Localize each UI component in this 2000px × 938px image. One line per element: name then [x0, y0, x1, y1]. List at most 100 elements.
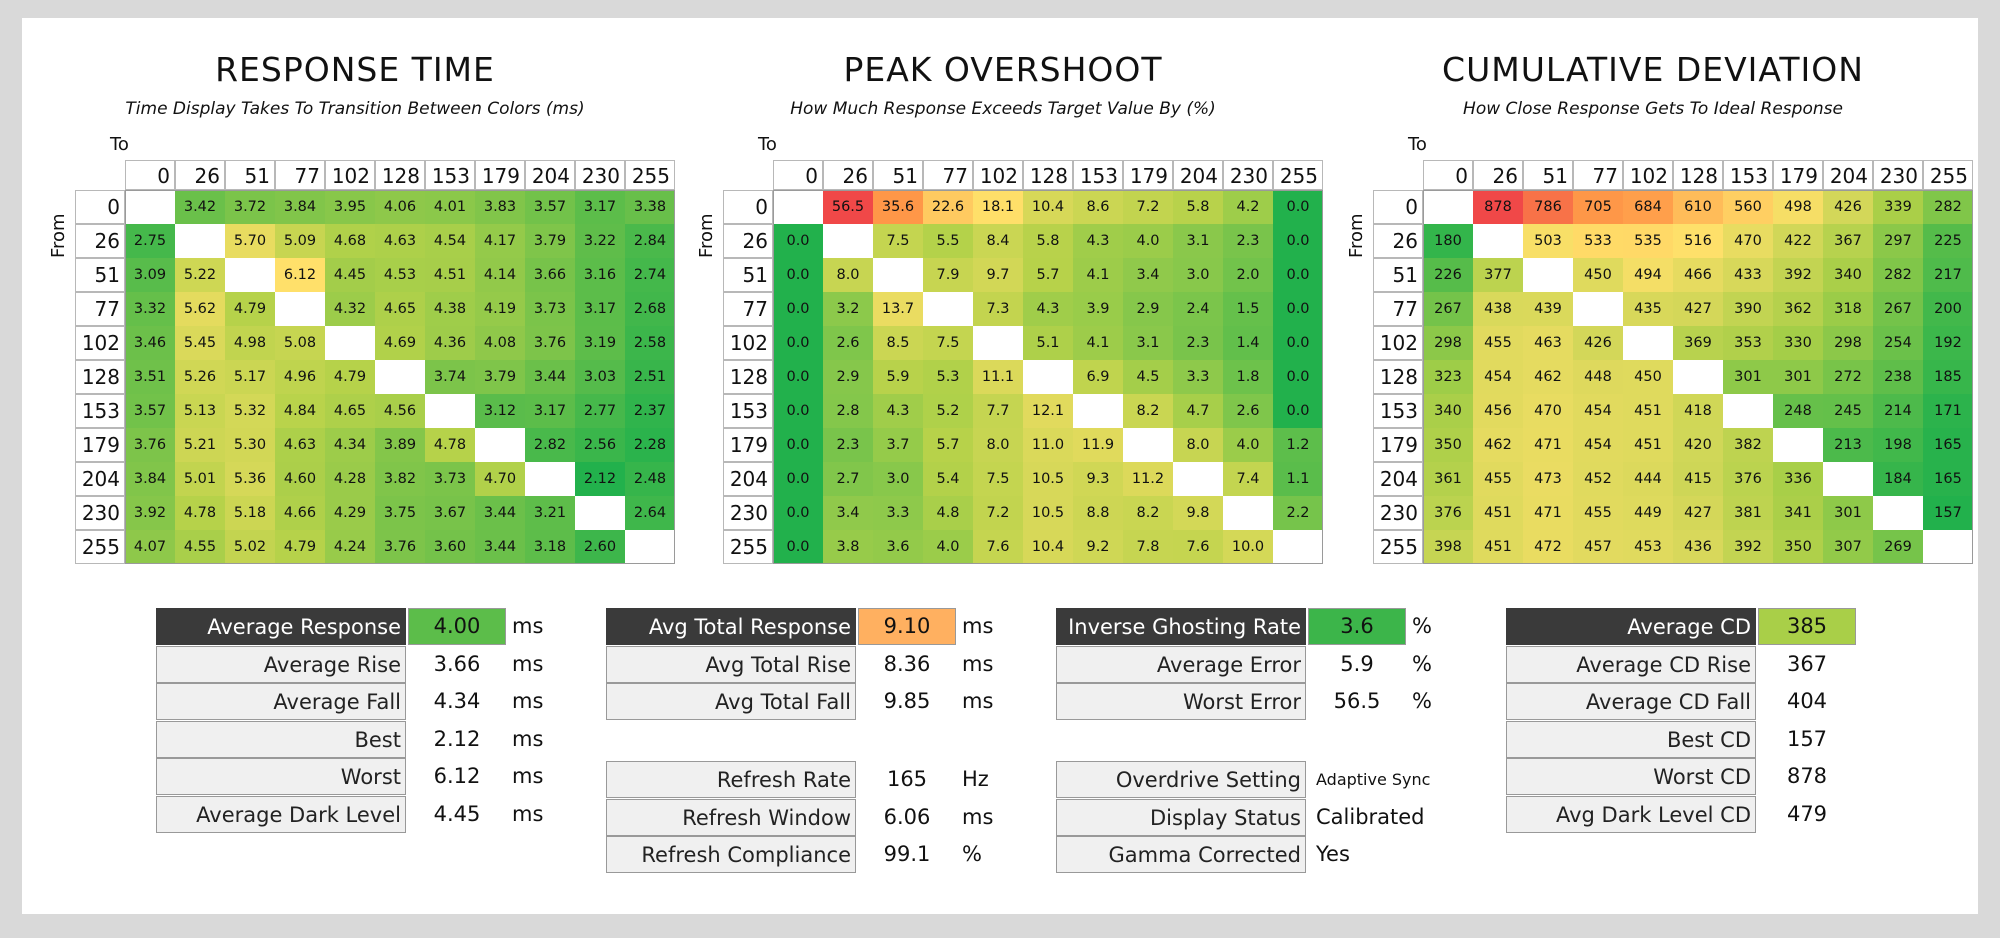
heatmap-cell: 456 — [1473, 394, 1523, 428]
heatmap-cell: 2.68 — [625, 292, 675, 326]
heatmap-cell: 444 — [1623, 462, 1673, 496]
heatmap-cell: 5.13 — [175, 394, 225, 428]
heatmap-cell: 10.5 — [1023, 462, 1073, 496]
heatmap-cell: 8.5 — [873, 326, 923, 360]
stat-label: Refresh Window — [606, 798, 856, 836]
heatmap-cell: 4.24 — [325, 530, 375, 564]
row-header: 153 — [75, 394, 125, 428]
heatmap-cell: 5.36 — [225, 462, 275, 496]
stat-label: Inverse Ghosting Rate — [1056, 608, 1306, 645]
heatmap-cell: 9.8 — [1173, 496, 1223, 530]
heatmap-cell: 4.70 — [475, 462, 525, 496]
heatmap-cell: 4.08 — [475, 326, 525, 360]
heatmap-cell: 436 — [1673, 530, 1723, 564]
heatmap-cell: 392 — [1723, 530, 1773, 564]
heatmap-cell: 3.76 — [525, 326, 575, 360]
heatmap-cell: 4.7 — [1173, 394, 1223, 428]
heatmap-cell: 165 — [1923, 462, 1973, 496]
stat-label: Display Status — [1056, 798, 1306, 836]
heatmap-cell: 5.3 — [923, 360, 973, 394]
heatmap-cell: 8.4 — [973, 224, 1023, 258]
heatmap-cell: 226 — [1423, 258, 1473, 292]
heatmap-cell: 3.60 — [425, 530, 475, 564]
heatmap-cell: 878 — [1473, 190, 1523, 224]
heatmap-cell — [973, 326, 1023, 360]
heatmap-cell: 318 — [1823, 292, 1873, 326]
heatmap-cell: 0.0 — [773, 360, 823, 394]
heatmap-cell: 185 — [1923, 360, 1973, 394]
heatmap-cell: 392 — [1773, 258, 1823, 292]
heatmap-cell: 4.06 — [375, 190, 425, 224]
heatmap-cell: 238 — [1873, 360, 1923, 394]
heatmap-cell: 5.9 — [873, 360, 923, 394]
stat-value: 8.36 — [883, 651, 931, 676]
heatmap-cell: 610 — [1673, 190, 1723, 224]
row-header: 153 — [1373, 394, 1423, 428]
heatmap-cell: 200 — [1923, 292, 1973, 326]
x-axis-label: To — [110, 134, 129, 155]
heatmap-cell: 450 — [1573, 258, 1623, 292]
heatmap-cell: 420 — [1673, 428, 1723, 462]
heatmap-cell — [1473, 224, 1523, 258]
heatmap-cell: 0.0 — [773, 326, 823, 360]
stat-label: Gamma Corrected — [1056, 836, 1306, 873]
heatmap-cell: 2.3 — [1223, 224, 1273, 258]
heatmap-cell: 5.8 — [1173, 190, 1223, 224]
heatmap-cell: 3.76 — [375, 530, 425, 564]
heatmap-cell: 471 — [1523, 428, 1573, 462]
row-header: 77 — [1373, 292, 1423, 326]
heatmap-cell: 4.34 — [325, 428, 375, 462]
heatmap-cell: 3.8 — [823, 530, 873, 564]
row-header: 102 — [75, 326, 125, 360]
heatmap-cell: 3.22 — [575, 224, 625, 258]
heatmap-cell: 398 — [1423, 530, 1473, 564]
heatmap-cell: 2.8 — [823, 394, 873, 428]
heatmap-cell: 180 — [1423, 224, 1473, 258]
stat-value: 385 — [1758, 608, 1856, 645]
results-sheet: RESPONSE TIME Time Display Takes To Trans… — [22, 18, 1978, 914]
heatmap-cell: 1.1 — [1273, 462, 1323, 496]
stat-label: Refresh Rate — [606, 761, 856, 798]
row-header: 51 — [723, 258, 773, 292]
heatmap-cell: 165 — [1923, 428, 1973, 462]
heatmap-cell: 2.4 — [1173, 292, 1223, 326]
heatmap-cell — [1623, 326, 1673, 360]
heatmap-cell: 6.9 — [1073, 360, 1123, 394]
heatmap-cell: 4.63 — [375, 224, 425, 258]
heatmap-cell: 0.0 — [773, 428, 823, 462]
stat-unit: ms — [512, 764, 544, 788]
stat-value: 9.85 — [883, 689, 931, 713]
column-header: 51 — [1523, 160, 1573, 190]
chart-title: CUMULATIVE DEVIATION — [1442, 50, 1864, 89]
heatmap-cell: 22.6 — [923, 190, 973, 224]
heatmap-cell: 4.53 — [375, 258, 425, 292]
heatmap-cell: 4.98 — [225, 326, 275, 360]
heatmap-cell: 4.1 — [1073, 258, 1123, 292]
heatmap-cell: 2.56 — [575, 428, 625, 462]
heatmap-cell: 340 — [1423, 394, 1473, 428]
heatmap-cell: 426 — [1823, 190, 1873, 224]
heatmap-cell: 1.8 — [1223, 360, 1273, 394]
heatmap-cell: 455 — [1473, 462, 1523, 496]
heatmap-cell: 3.12 — [475, 394, 525, 428]
heatmap-cell — [1223, 496, 1273, 530]
heatmap-cell: 2.64 — [625, 496, 675, 530]
heatmap-cell: 5.02 — [225, 530, 275, 564]
heatmap-cell: 466 — [1673, 258, 1723, 292]
column-header: 0 — [125, 160, 175, 190]
heatmap-cell — [475, 428, 525, 462]
heatmap-cell: 415 — [1673, 462, 1723, 496]
heatmap-cell: 5.5 — [923, 224, 973, 258]
heatmap-cell: 7.8 — [1123, 530, 1173, 564]
column-header: 128 — [1673, 160, 1723, 190]
heatmap-cell: 5.70 — [225, 224, 275, 258]
heatmap-cell: 3.72 — [225, 190, 275, 224]
row-header: 26 — [75, 224, 125, 258]
heatmap-cell: 3.89 — [375, 428, 425, 462]
stat-value: 3.6 — [1308, 608, 1406, 645]
heatmap-cell — [1173, 462, 1223, 496]
heatmap-cell: 11.2 — [1123, 462, 1173, 496]
heatmap-cell: 435 — [1623, 292, 1673, 326]
heatmap-cell: 438 — [1473, 292, 1523, 326]
heatmap-cell: 56.5 — [823, 190, 873, 224]
